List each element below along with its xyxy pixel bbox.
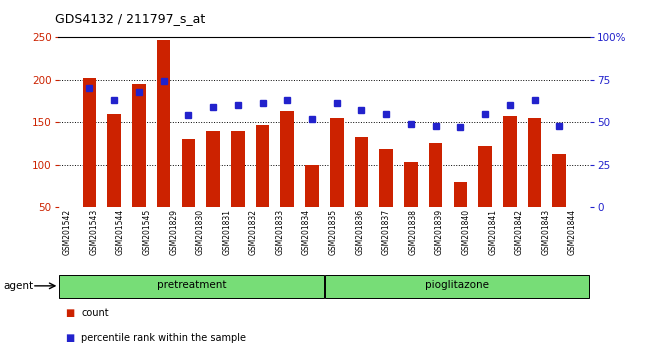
Text: GSM201833: GSM201833 (276, 209, 285, 255)
Text: GSM201834: GSM201834 (302, 209, 311, 255)
Text: GSM201544: GSM201544 (116, 209, 125, 255)
Text: count: count (81, 308, 109, 318)
Bar (404, 162, 418, 207)
Bar (255, 125, 269, 207)
Text: GSM201545: GSM201545 (142, 209, 151, 255)
Bar (280, 111, 294, 207)
Bar (355, 137, 369, 207)
Text: GSM201836: GSM201836 (356, 209, 364, 255)
Text: agent: agent (3, 281, 33, 291)
Bar (83, 78, 96, 207)
Bar (478, 146, 492, 207)
Text: GSM201832: GSM201832 (249, 209, 258, 255)
Text: ■: ■ (65, 308, 74, 318)
Text: ■: ■ (65, 333, 74, 343)
Bar (231, 131, 244, 207)
Text: GSM201838: GSM201838 (408, 209, 417, 255)
Bar (325, 275, 590, 297)
Text: GSM201843: GSM201843 (541, 209, 551, 255)
Bar (181, 139, 195, 207)
Text: GSM201842: GSM201842 (515, 209, 524, 255)
Bar (454, 182, 467, 207)
Text: GSM201840: GSM201840 (462, 209, 471, 255)
Text: GSM201835: GSM201835 (329, 209, 337, 255)
Bar (59, 275, 324, 297)
Bar (528, 118, 541, 207)
Text: GSM201830: GSM201830 (196, 209, 205, 255)
Text: GSM201837: GSM201837 (382, 209, 391, 255)
Text: GSM201543: GSM201543 (90, 209, 98, 255)
Bar (552, 154, 566, 207)
Text: pretreatment: pretreatment (157, 280, 226, 290)
Text: GSM201831: GSM201831 (222, 209, 231, 255)
Bar (157, 40, 170, 207)
Text: GSM201542: GSM201542 (63, 209, 72, 255)
Text: GSM201829: GSM201829 (169, 209, 178, 255)
Text: GDS4132 / 211797_s_at: GDS4132 / 211797_s_at (55, 12, 205, 25)
Bar (306, 165, 318, 207)
Bar (330, 118, 343, 207)
Bar (107, 114, 121, 207)
Text: GSM201844: GSM201844 (568, 209, 577, 255)
Bar (132, 84, 146, 207)
Bar (503, 116, 517, 207)
Text: GSM201841: GSM201841 (488, 209, 497, 255)
Bar (380, 149, 393, 207)
Text: percentile rank within the sample: percentile rank within the sample (81, 333, 246, 343)
Bar (429, 143, 443, 207)
Text: GSM201839: GSM201839 (435, 209, 444, 255)
Text: pioglitazone: pioglitazone (425, 280, 489, 290)
Bar (206, 131, 220, 207)
